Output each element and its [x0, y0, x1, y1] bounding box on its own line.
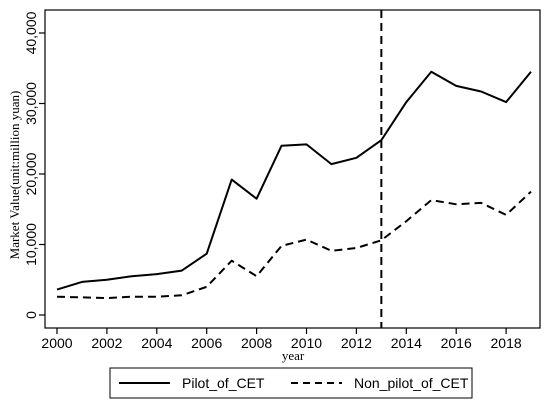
axes: 0 10,000 20,000 30,000 40,000 2000 2002 2004 200…: [23, 9, 541, 351]
x-tick-label: 2006: [191, 335, 222, 351]
y-tick-label: 40,000: [23, 11, 39, 54]
x-tick-label: 2008: [241, 335, 272, 351]
y-tick-label: 10,000: [23, 223, 39, 266]
x-tick-label: 2002: [91, 335, 122, 351]
legend-label-pilot: Pilot_of_CET: [182, 375, 265, 391]
legend: Pilot_of_CET Non_pilot_of_CET: [109, 367, 473, 399]
legend-label-non-pilot: Non_pilot_of_CET: [354, 375, 469, 391]
series-line-pilot: [56, 70, 532, 291]
x-tick-label: 2010: [291, 335, 322, 351]
x-tick-label: 2012: [341, 335, 372, 351]
x-tick-label: 2000: [41, 335, 72, 351]
x-tick-label: 2004: [141, 335, 172, 351]
series-line-non-pilot: [56, 190, 532, 300]
series-layer: [56, 70, 532, 300]
y-tick-label: 20,000: [23, 152, 39, 195]
x-axis-title: year: [282, 348, 305, 363]
y-tick-label: 30,000: [23, 82, 39, 125]
plot-frame: [44, 9, 541, 329]
y-axis-title: Market Value(unit:million yuan): [7, 91, 22, 260]
x-tick-label: 2016: [441, 335, 472, 351]
x-tick-label: 2018: [491, 335, 522, 351]
y-tick-label: 0: [23, 311, 39, 319]
x-tick-label: 2014: [391, 335, 422, 351]
legend-box: [109, 367, 473, 399]
